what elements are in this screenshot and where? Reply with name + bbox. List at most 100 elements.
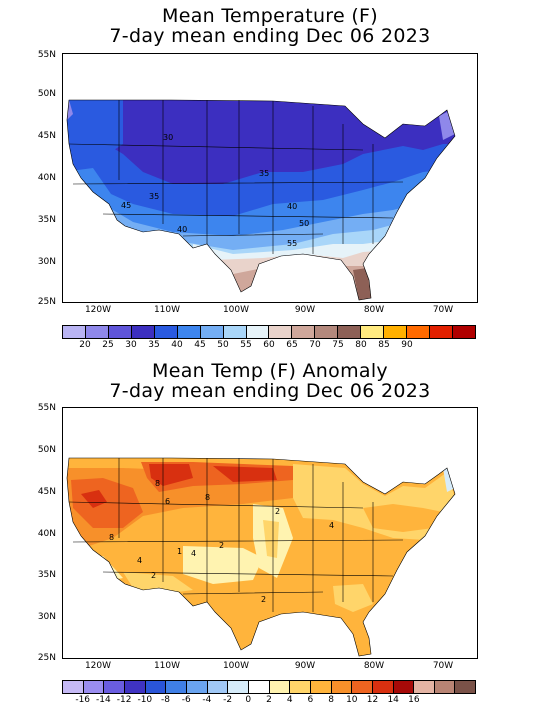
contour-label: 8: [155, 479, 160, 488]
lat-label: 25N: [37, 297, 56, 307]
colorbar-label: 90: [401, 340, 413, 350]
contour-label: 40: [287, 202, 297, 211]
panel1-contour-labels: 30 35 35 40 45 40 50 55: [121, 133, 309, 248]
colorbar-label: 65: [286, 340, 298, 350]
colorbar-label: -10: [137, 695, 153, 705]
colorbar-label: 20: [79, 340, 91, 350]
contour-label: 40: [177, 225, 187, 234]
colorbar-swatch: [246, 326, 270, 338]
colorbar-label: 25: [102, 340, 114, 350]
colorbar-swatch: [63, 681, 84, 693]
colorbar-swatch: [372, 681, 394, 693]
colorbar-label: 60: [263, 340, 275, 350]
lon-label: 70W: [432, 305, 454, 315]
colorbar-swatch: [407, 326, 430, 338]
panel1-map-graphic: 30 35 35 40 45 40 50 55: [66, 99, 456, 301]
colorbar-label: 14: [387, 695, 399, 705]
colorbar-swatch: [166, 681, 187, 693]
contour-label: 50: [299, 219, 309, 228]
lon-label: 110W: [153, 305, 181, 315]
contour-label: 45: [121, 201, 131, 210]
panel2-boundaries: [66, 457, 456, 657]
colorbar-swatch: [269, 326, 293, 338]
colorbar-label: -16: [75, 695, 91, 705]
colorbar-swatch: [63, 326, 86, 338]
contour-label: 1: [177, 547, 182, 556]
lat-label: 35N: [37, 570, 56, 580]
colorbar-label: -4: [202, 695, 212, 705]
panel2-map-graphic: 8 8 6 8 2 4 4 1 2 2 2 4: [66, 457, 456, 657]
contour-label: 35: [259, 169, 269, 178]
colorbar-label: -6: [181, 695, 191, 705]
contour-label: 55: [287, 239, 297, 248]
lat-label: 25N: [37, 653, 56, 663]
colorbar-label: 75: [332, 340, 344, 350]
colorbar-swatch: [223, 326, 247, 338]
colorbar-swatch: [104, 681, 125, 693]
contour-label: 4: [137, 556, 142, 565]
lon-label: 90W: [294, 661, 316, 671]
contour-label: 2: [151, 571, 156, 580]
lat-label: 40N: [37, 529, 56, 539]
colorbar-swatch: [85, 326, 109, 338]
colorbar-swatch: [361, 326, 385, 338]
lat-label: 30N: [37, 612, 56, 622]
colorbar-swatch: [269, 681, 291, 693]
colorbar-swatch: [384, 326, 408, 338]
panel1-map: 30 35 35 40 45 40 50 55: [62, 53, 478, 303]
lon-label: 80W: [363, 661, 385, 671]
colorbar-label: 16: [408, 695, 420, 705]
colorbar-swatch: [228, 681, 249, 693]
panel2-colorbar: [62, 680, 476, 694]
contour-label: 35: [149, 192, 159, 201]
lat-label: 55N: [37, 403, 56, 413]
panel2-contour-labels: 8 8 6 8 2 4 4 1 2 2 2 4: [109, 479, 334, 604]
panel2-subtitle: 7-day mean ending Dec 06 2023: [109, 380, 431, 402]
contour-label: 2: [219, 541, 224, 550]
colorbar-swatch: [290, 681, 311, 693]
colorbar-label: 35: [148, 340, 160, 350]
colorbar-swatch: [124, 681, 146, 693]
lat-label: 50N: [37, 445, 56, 455]
lat-label: 45N: [37, 131, 56, 141]
panel1-title: Mean Temperature (F): [162, 5, 378, 27]
colorbar-label: 10: [346, 695, 358, 705]
colorbar-label: 45: [194, 340, 206, 350]
colorbar-swatch: [292, 326, 316, 338]
lon-label: 100W: [222, 305, 250, 315]
lon-label: 120W: [84, 305, 112, 315]
panel1-temperature-fill: [67, 100, 455, 300]
colorbar-swatch: [248, 681, 270, 693]
colorbar-label: 2: [266, 695, 272, 705]
colorbar-swatch: [310, 681, 332, 693]
colorbar-swatch: [393, 681, 415, 693]
panel1-boundaries: [66, 99, 456, 301]
panel1-colorbar-labels: 20 25 30 35 40 45 50 55 60 65 70 75 80 85 90: [62, 340, 476, 352]
colorbar-swatch: [452, 326, 475, 338]
panel2-map: 8 8 6 8 2 4 4 1 2 2 2 4: [62, 407, 478, 659]
lon-label: 70W: [432, 661, 454, 671]
colorbar-swatch: [315, 326, 339, 338]
lat-label: 50N: [37, 89, 56, 99]
colorbar-label: -8: [161, 695, 170, 705]
panel2-colorbar-labels: -16 -14 -12 -10 -8 -6 -4 -2 0 2 4 6 8 10 12 14 16: [62, 695, 476, 707]
colorbar-swatch: [154, 326, 178, 338]
colorbar-label: 70: [309, 340, 321, 350]
colorbar-label: 40: [171, 340, 183, 350]
colorbar-swatch: [455, 681, 476, 693]
contour-label: 2: [275, 507, 280, 516]
colorbar-swatch: [131, 326, 155, 338]
lat-label: 45N: [37, 487, 56, 497]
colorbar-label: 80: [355, 340, 367, 350]
contour-label: 8: [205, 493, 210, 502]
lon-label: 110W: [153, 661, 181, 671]
lon-label: 90W: [294, 305, 316, 315]
colorbar-swatch: [434, 681, 456, 693]
lon-label: 120W: [84, 661, 112, 671]
lon-label: 80W: [363, 305, 385, 315]
colorbar-swatch: [338, 326, 362, 338]
colorbar-label: 50: [217, 340, 229, 350]
contour-label: 2: [261, 595, 266, 604]
lat-label: 30N: [37, 257, 56, 267]
panel2-title: Mean Temp (F) Anomaly: [152, 360, 388, 382]
